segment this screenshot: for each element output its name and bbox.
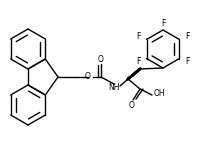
- Text: O: O: [98, 56, 103, 65]
- Text: F: F: [136, 57, 140, 66]
- Text: F: F: [184, 57, 189, 66]
- Text: OH: OH: [152, 89, 164, 98]
- Text: NH: NH: [108, 84, 119, 92]
- Text: F: F: [160, 19, 164, 27]
- Text: O: O: [129, 100, 134, 109]
- Text: F: F: [184, 32, 189, 41]
- Text: F: F: [136, 32, 140, 41]
- Text: O: O: [85, 73, 91, 81]
